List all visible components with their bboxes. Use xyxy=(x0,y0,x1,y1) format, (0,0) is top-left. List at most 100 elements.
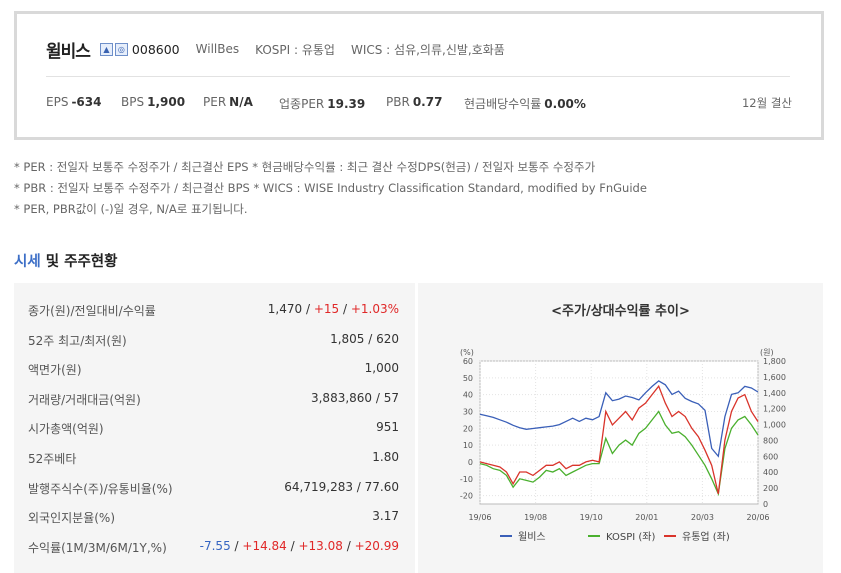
fiscal-period: 12월 결산 xyxy=(741,96,792,110)
row-value-part: +14.84 xyxy=(242,538,287,553)
row-value-part: +20.99 xyxy=(354,538,399,553)
metric-dividend-yield: 현금배당수익률 0.00% xyxy=(464,95,586,112)
x-tick: 20/03 xyxy=(691,513,714,522)
footnote-per: * PER : 전일자 보통주 수정주가 / 최근결산 EPS * 현금배당수익… xyxy=(14,160,596,174)
row-label: 거래량/거래대금(억원) xyxy=(28,392,141,407)
series-line-sector xyxy=(479,384,759,495)
value-separator: / xyxy=(230,538,243,553)
footnotes: * PER : 전일자 보통주 수정주가 / 최근결산 EPS * 현금배당수익… xyxy=(14,157,647,220)
y-right-tick: 600 xyxy=(763,452,778,461)
info-badge-icon[interactable]: ◎ xyxy=(114,42,128,56)
metric-value: -634 xyxy=(71,95,102,109)
row-value: 1.80 xyxy=(372,450,399,464)
metric-pbr: PBR 0.77 xyxy=(386,95,442,109)
row-value-main: 3,883,860 / 57 xyxy=(310,390,399,405)
row-value-main: 1,805 / 620 xyxy=(330,331,399,346)
metric-label: BPS xyxy=(121,95,145,109)
metric-label: 업종PER xyxy=(279,97,325,111)
row-value: 3,883,860 / 57 xyxy=(311,391,399,405)
x-tick: 19/10 xyxy=(580,513,603,522)
legend-label-kospi: KOSPI (좌) xyxy=(606,531,655,543)
row-label: 발행주식수(주)/유통비율(%) xyxy=(28,481,173,496)
section-title: 시세 및 주주현황 xyxy=(14,250,117,271)
y-left-tick: 40 xyxy=(463,391,473,400)
y-left-tick: 50 xyxy=(463,374,473,383)
badge-group: ▲ ◎ xyxy=(98,42,128,56)
row-label: 52주 최고/최저(원) xyxy=(28,333,127,348)
row-value-part: +1.03% xyxy=(350,302,399,316)
metric-value: 19.39 xyxy=(327,97,366,111)
wics-sector: WICS : 섬유,의류,신발,호화품 xyxy=(350,42,505,57)
metric-label: EPS xyxy=(46,95,69,109)
row-value: 951 xyxy=(376,420,399,434)
value-separator: / xyxy=(339,302,351,316)
row-value: 1,805 / 620 xyxy=(330,332,399,346)
summary-divider xyxy=(46,76,790,77)
value-separator: / xyxy=(286,538,299,553)
row-value: 64,719,283 / 77.60 xyxy=(284,480,399,494)
table-row: 종가(원)/전일대비/수익률 1,470 / +15 / +1.03% xyxy=(14,295,415,324)
row-label: 액면가(원) xyxy=(28,363,82,378)
title-row: 윌비스 ▲ ◎ 008600 WillBes KOSPI : 유통업 WICS … xyxy=(46,37,505,62)
metric-value: 0.77 xyxy=(412,95,443,109)
row-label: 52주베타 xyxy=(28,452,77,466)
footnote-pbr: * PBR : 전일자 보통주 수정주가 / 최근결산 BPS * WICS :… xyxy=(14,181,647,195)
price-chart: 60 50 40 30 20 10 0 -10 -20 1,800 1,600 1,400 1,200 1… xyxy=(460,348,786,543)
y-left-tick: 10 xyxy=(463,441,473,450)
row-value-main: 1,470 xyxy=(267,302,303,316)
row-value: 3.17 xyxy=(372,509,399,523)
chart-title: <주가/상대수익률 추이> xyxy=(551,304,690,319)
home-badge-icon[interactable]: ▲ xyxy=(99,42,113,56)
row-value: -7.55 / +14.84 / +13.08 / +20.99 xyxy=(200,539,399,553)
table-row: 액면가(원) 1,000 xyxy=(14,354,415,383)
y-right-tick: 400 xyxy=(763,468,778,477)
metric-value: 0.00% xyxy=(544,97,586,111)
table-row: 수익률(1M/3M/6M/1Y,%) -7.55 / +14.84 / +13.0… xyxy=(14,532,415,561)
row-label: 시가총액(억원) xyxy=(28,422,104,437)
row-label: 외국인지분율(%) xyxy=(28,511,116,526)
row-value-part: +13.08 xyxy=(298,538,343,553)
value-separator: / xyxy=(302,302,314,316)
company-name: 윌비스 xyxy=(46,41,91,62)
footnote-na: * PER, PBR값이 (-)일 경우, N/A로 표기됩니다. xyxy=(14,202,248,216)
table-row: 시가총액(억원) 951 xyxy=(14,413,415,442)
y-right-tick: 1,200 xyxy=(763,405,786,414)
y-left-tick: 20 xyxy=(463,424,473,433)
row-value-main: 64,719,283 / 77.60 xyxy=(284,479,399,494)
row-value: 1,000 xyxy=(365,361,399,375)
x-tick: 19/08 xyxy=(524,513,547,522)
y-right-tick: 0 xyxy=(763,500,768,509)
metric-label: PER xyxy=(203,95,227,109)
y-right-tick: 200 xyxy=(763,484,778,493)
row-value-part: +15 xyxy=(313,302,340,316)
table-row: 52주 최고/최저(원) 1,805 / 620 xyxy=(14,325,415,354)
section-title-rest: 및 주주현황 xyxy=(40,254,118,270)
table-row: 52주베타 1.80 xyxy=(14,443,415,472)
row-value-main: -7.55 xyxy=(199,538,231,553)
row-value-main: 3.17 xyxy=(372,509,399,524)
y-left-tick: 0 xyxy=(468,458,473,467)
y-left-unit: (%) xyxy=(460,348,474,357)
value-separator: / xyxy=(342,538,355,553)
metric-sector-per: 업종PER 19.39 xyxy=(279,95,365,112)
english-name: WillBes xyxy=(195,42,240,56)
y-left-tick: -10 xyxy=(460,475,473,484)
table-row: 발행주식수(주)/유통비율(%) 64,719,283 / 77.60 xyxy=(14,473,415,502)
row-value-main: 951 xyxy=(376,420,399,435)
series-line-kospi xyxy=(479,410,759,497)
price-table: 종가(원)/전일대비/수익률 1,470 / +15 / +1.03% 52주 최고… xyxy=(14,283,415,573)
y-right-tick: 800 xyxy=(763,436,778,445)
y-left-tick: 60 xyxy=(463,357,473,366)
table-row: 외국인지분율(%) 3.17 xyxy=(14,502,415,531)
y-right-tick: 1,400 xyxy=(763,389,786,398)
row-label: 수익률(1M/3M/6M/1Y,%) xyxy=(28,540,167,555)
metric-label: 현금배당수익률 xyxy=(464,97,542,111)
y-right-unit: (원) xyxy=(760,348,774,357)
y-left-tick: -20 xyxy=(460,492,473,501)
stock-summary-box xyxy=(14,11,824,140)
y-right-tick: 1,000 xyxy=(763,421,786,430)
x-tick: 20/06 xyxy=(746,513,769,522)
stock-code: 008600 xyxy=(131,41,180,57)
series-line-stock xyxy=(479,380,759,458)
chart-panel: <주가/상대수익률 추이> 60 50 40 30 20 10 0 -10 -20 1,800 1,… xyxy=(418,283,823,573)
